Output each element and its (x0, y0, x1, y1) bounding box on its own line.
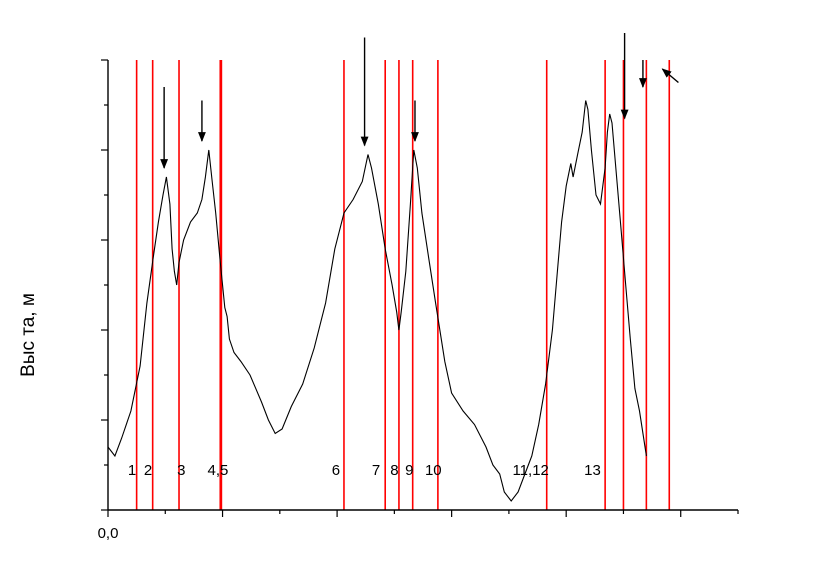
marker-label: 9 (405, 462, 413, 479)
marker-label: 3 (177, 462, 185, 479)
marker-label: 13 (584, 462, 601, 479)
axes (101, 59, 739, 517)
marker-label: 8 (390, 462, 398, 479)
marker-label: 7 (372, 462, 380, 479)
peak-arrow-7 (661, 68, 679, 84)
marker-label: 10 (425, 462, 442, 479)
height-profile-line (107, 100, 647, 502)
y-axis-title: Выс та, м (18, 293, 39, 377)
peak-arrows (160, 33, 679, 169)
marker-label: 2 (144, 462, 152, 479)
marker-labels: 1 2 3 4,5 6 7 8 9 10 11,12 13 (128, 462, 601, 479)
marker-label: 11,12 (512, 462, 548, 479)
marker-label: 1 (128, 462, 136, 479)
vertical-marker-lines (135, 60, 671, 510)
x-tick-labels: 0,0 (98, 525, 119, 542)
series-layer (107, 100, 647, 502)
marker-label: 4,5 (208, 462, 229, 479)
x-tick-label: 0,0 (98, 525, 119, 542)
marker-label: 6 (332, 462, 340, 479)
